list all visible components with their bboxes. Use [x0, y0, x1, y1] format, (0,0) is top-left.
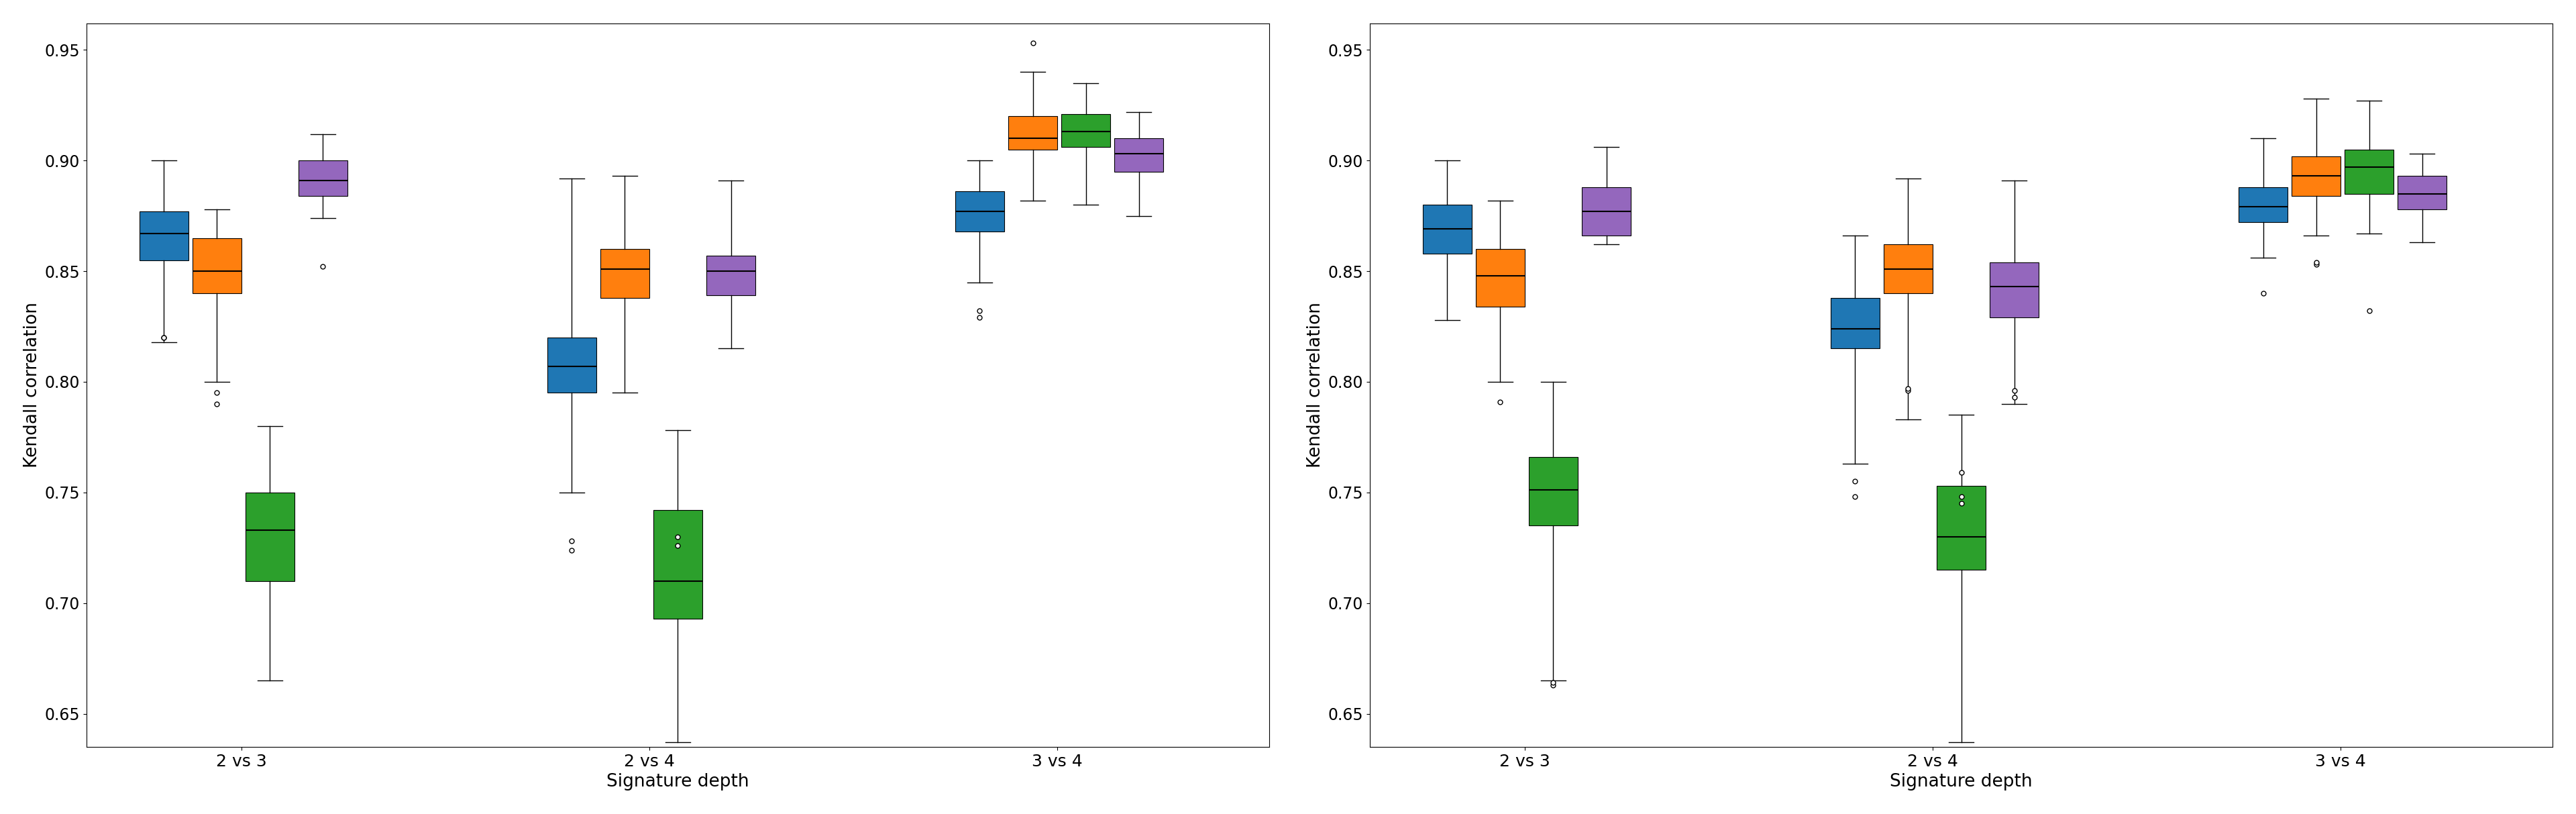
PathPatch shape — [2293, 156, 2342, 196]
PathPatch shape — [546, 338, 595, 393]
PathPatch shape — [956, 191, 1005, 231]
PathPatch shape — [1115, 138, 1164, 172]
PathPatch shape — [1528, 457, 1577, 526]
PathPatch shape — [654, 510, 703, 619]
Y-axis label: Kendall correlation: Kendall correlation — [23, 302, 41, 468]
PathPatch shape — [2239, 187, 2287, 222]
PathPatch shape — [2398, 176, 2447, 209]
PathPatch shape — [1937, 486, 1986, 570]
PathPatch shape — [299, 160, 348, 196]
PathPatch shape — [706, 256, 755, 295]
Y-axis label: Kendall correlation: Kendall correlation — [1306, 302, 1324, 468]
PathPatch shape — [193, 238, 242, 293]
X-axis label: Signature depth: Signature depth — [605, 773, 750, 790]
PathPatch shape — [1476, 249, 1525, 307]
PathPatch shape — [1061, 114, 1110, 147]
PathPatch shape — [1832, 298, 1880, 348]
PathPatch shape — [1883, 244, 1932, 293]
PathPatch shape — [1422, 205, 1471, 253]
PathPatch shape — [245, 492, 294, 581]
PathPatch shape — [600, 249, 649, 298]
PathPatch shape — [2344, 150, 2393, 194]
PathPatch shape — [139, 212, 188, 260]
PathPatch shape — [1007, 116, 1056, 150]
PathPatch shape — [1989, 262, 2038, 317]
X-axis label: Signature depth: Signature depth — [1891, 773, 2032, 790]
PathPatch shape — [1582, 187, 1631, 236]
